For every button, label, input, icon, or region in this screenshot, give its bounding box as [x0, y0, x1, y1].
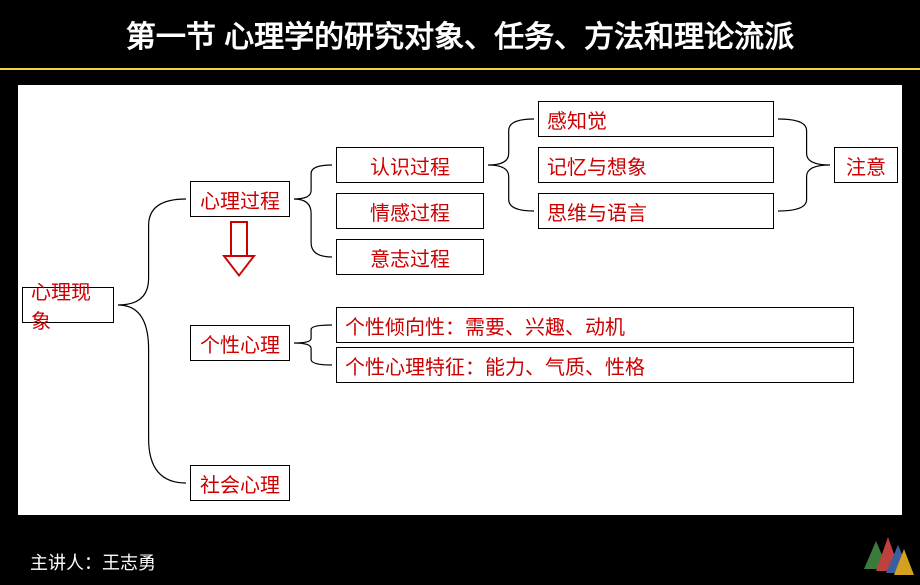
node-label: 个性倾向性：需要、兴趣、动机: [345, 311, 625, 340]
node-think: 思维与语言: [538, 193, 774, 229]
node-soc: 社会心理: [190, 465, 290, 501]
node-proc: 心理过程: [190, 181, 290, 217]
node-label: 个性心理特征：能力、气质、性格: [345, 351, 645, 380]
node-label: 感知觉: [547, 105, 607, 134]
title-bar: 第一节 心理学的研究对象、任务、方法和理论流派: [0, 0, 920, 70]
node-label: 思维与语言: [547, 197, 647, 226]
node-label: 心理现象: [31, 276, 105, 334]
node-emo: 情感过程: [336, 193, 484, 229]
page-title: 第一节 心理学的研究对象、任务、方法和理论流派: [126, 12, 794, 56]
diagram-panel: 心理现象 心理过程个性心理社会心理 认识过程情感过程意志过程 感知觉记忆与想象思维与语…: [18, 85, 902, 515]
footer-label: 主讲人：: [30, 553, 102, 573]
footer-lecturer: 主讲人：王志勇: [30, 549, 156, 575]
block-arrow-down: [222, 221, 256, 279]
node-tend: 个性倾向性：需要、兴趣、动机: [336, 307, 854, 343]
node-label: 情感过程: [370, 197, 450, 226]
node-root: 心理现象: [22, 287, 114, 323]
node-label: 个性心理: [200, 329, 280, 358]
node-mem: 记忆与想象: [538, 147, 774, 183]
node-att: 注意: [834, 147, 898, 183]
corner-decoration-icon: [854, 529, 914, 579]
node-label: 心理过程: [200, 185, 280, 214]
node-label: 意志过程: [370, 243, 450, 272]
node-pers: 个性心理: [190, 325, 290, 361]
footer-name: 王志勇: [102, 553, 156, 573]
node-label: 记忆与想象: [547, 151, 647, 180]
node-label: 社会心理: [200, 469, 280, 498]
node-label: 认识过程: [370, 151, 450, 180]
node-label: 注意: [846, 151, 886, 180]
node-cog: 认识过程: [336, 147, 484, 183]
node-will: 意志过程: [336, 239, 484, 275]
node-trait: 个性心理特征：能力、气质、性格: [336, 347, 854, 383]
node-sense: 感知觉: [538, 101, 774, 137]
